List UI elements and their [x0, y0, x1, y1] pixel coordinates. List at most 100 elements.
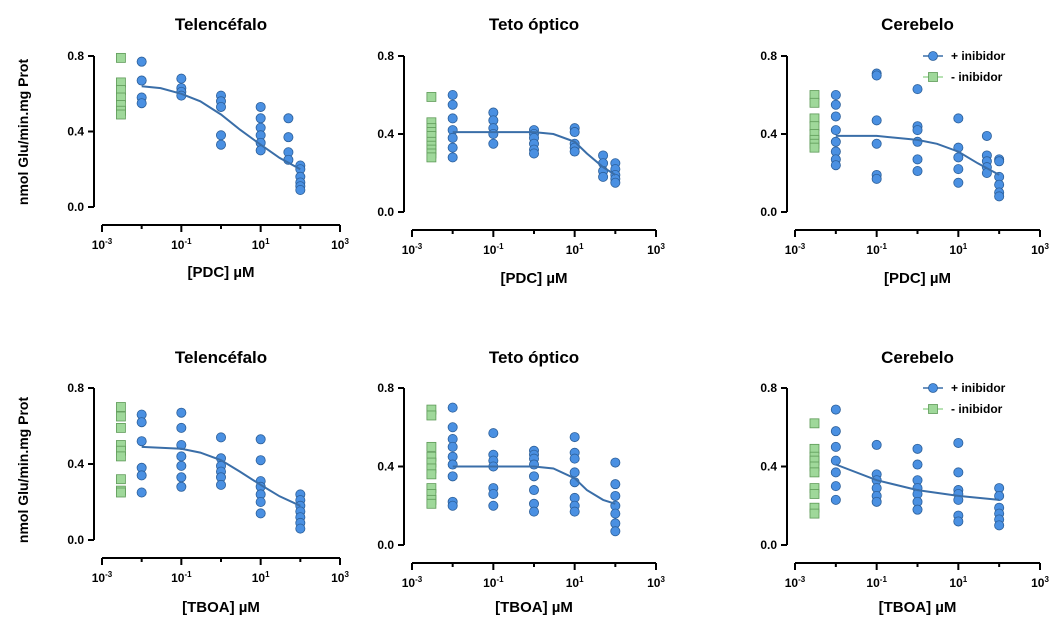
data-point-circle — [912, 154, 923, 165]
data-point-circle — [215, 130, 226, 141]
data-point-circle — [953, 467, 964, 478]
legend-label-without: - inibidor — [951, 402, 1003, 416]
y-tick-label: 0.8 — [67, 49, 84, 63]
y-tick-label: 0.8 — [760, 49, 777, 63]
legend-label-with: + inibidor — [951, 49, 1006, 63]
data-point-circle — [569, 146, 580, 157]
data-point-square — [809, 489, 820, 499]
data-point-circle — [447, 402, 458, 413]
data-point-circle — [488, 128, 499, 139]
legend-marker-without — [928, 72, 938, 82]
data-point-circle — [569, 453, 580, 464]
x-tick-label: 101 — [252, 237, 270, 252]
y-tick-label: 0.4 — [67, 125, 84, 139]
data-point-square — [426, 410, 437, 421]
data-point-circle — [295, 185, 306, 196]
data-point-square — [116, 411, 126, 422]
fit-curve — [141, 85, 301, 171]
data-point-square — [809, 142, 820, 153]
data-point-square — [116, 451, 126, 462]
data-point-circle — [529, 506, 540, 517]
data-point-circle — [830, 404, 841, 415]
legend-marker-without — [928, 404, 938, 414]
panel-title: Teto óptico — [489, 348, 579, 367]
data-point-circle — [488, 138, 499, 149]
data-point-circle — [569, 467, 580, 478]
data-point-circle — [447, 500, 458, 511]
data-point-circle — [871, 70, 882, 81]
data-point-circle — [830, 111, 841, 122]
x-axis-label: [TBOA] µM — [182, 599, 260, 616]
data-point-circle — [610, 457, 621, 468]
data-point-square — [809, 508, 820, 519]
y-axis-label-top: nmol Glu/min.mg Prot — [15, 59, 31, 206]
data-point-square — [809, 418, 820, 429]
data-point-circle — [610, 526, 621, 537]
chart-panel-2: Teto óptico 0.0 0.4 0.8 10-3 10-1 101 103 [PDC] … — [377, 15, 665, 287]
legend-label-without: - inibidor — [951, 70, 1003, 84]
x-axis-label: [TBOA] µM — [879, 599, 957, 616]
data-point-circle — [176, 481, 187, 492]
data-point-circle — [830, 426, 841, 437]
data-point-circle — [994, 191, 1005, 202]
x-tick-label: 10-1 — [483, 242, 504, 257]
data-point-circle — [830, 90, 841, 101]
data-point-circle — [447, 471, 458, 482]
data-point-circle — [447, 142, 458, 153]
y-tick-label: 0.8 — [67, 381, 84, 395]
data-point-circle — [981, 130, 992, 141]
data-point-square — [426, 92, 437, 102]
data-point-circle — [176, 407, 187, 418]
data-point-circle — [912, 504, 923, 515]
data-point-square — [116, 422, 126, 433]
x-tick-label: 101 — [566, 242, 584, 257]
data-point-circle — [994, 520, 1005, 531]
y-tick-label: 0.4 — [67, 457, 84, 471]
data-point-circle — [610, 479, 621, 490]
x-tick-label: 10-1 — [171, 570, 192, 585]
data-point-circle — [447, 152, 458, 163]
y-tick-label: 0.0 — [67, 200, 84, 214]
y-tick-label: 0.4 — [760, 460, 777, 474]
data-point-circle — [488, 500, 499, 511]
x-tick-label: 103 — [647, 242, 665, 257]
data-point-circle — [136, 487, 147, 498]
legend-marker-with — [928, 383, 938, 393]
x-axis-label: [TBOA] µM — [495, 599, 573, 616]
fit-curve — [835, 134, 1000, 176]
x-tick-label: 103 — [647, 575, 665, 590]
x-tick-label: 10-3 — [785, 575, 806, 590]
data-point-circle — [912, 125, 923, 136]
panel-title: Cerebelo — [881, 15, 954, 34]
data-point-circle — [569, 506, 580, 517]
data-point-circle — [529, 148, 540, 159]
data-point-circle — [447, 441, 458, 452]
data-point-circle — [953, 164, 964, 175]
data-point-circle — [176, 422, 187, 433]
y-tick-label: 0.8 — [760, 381, 777, 395]
data-point-circle — [871, 496, 882, 507]
data-point-circle — [871, 173, 882, 184]
data-point-circle — [136, 470, 147, 481]
y-axis-label-bottom: nmol Glu/min.mg Prot — [15, 397, 31, 544]
data-point-circle — [255, 496, 266, 507]
data-point-circle — [953, 113, 964, 124]
data-point-circle — [830, 99, 841, 110]
x-tick-label: 101 — [252, 570, 270, 585]
chart-panel-3: Cerebelo 0.0 0.4 0.8 10-3 10-1 101 103 [PDC] µM +… — [760, 15, 1049, 287]
chart-panel-6: Cerebelo 0.0 0.4 0.8 10-3 10-1 101 103 [TBOA] µM… — [760, 348, 1049, 616]
chart-panel-4: Telencéfalo 0.0 0.4 0.8 10-3 10-1 101 103 [TBOA]… — [67, 348, 349, 616]
data-point-circle — [176, 451, 187, 462]
data-point-circle — [447, 99, 458, 110]
x-tick-label: 10-1 — [866, 242, 887, 257]
data-point-square — [116, 402, 126, 412]
data-point-circle — [136, 436, 147, 447]
fit-curve — [452, 465, 616, 505]
x-tick-label: 10-1 — [171, 237, 192, 252]
data-point-circle — [830, 481, 841, 492]
x-tick-label: 10-1 — [483, 575, 504, 590]
data-point-square — [809, 97, 820, 108]
data-point-square — [426, 498, 437, 509]
x-tick-label: 10-3 — [402, 242, 423, 257]
data-point-circle — [994, 156, 1005, 167]
